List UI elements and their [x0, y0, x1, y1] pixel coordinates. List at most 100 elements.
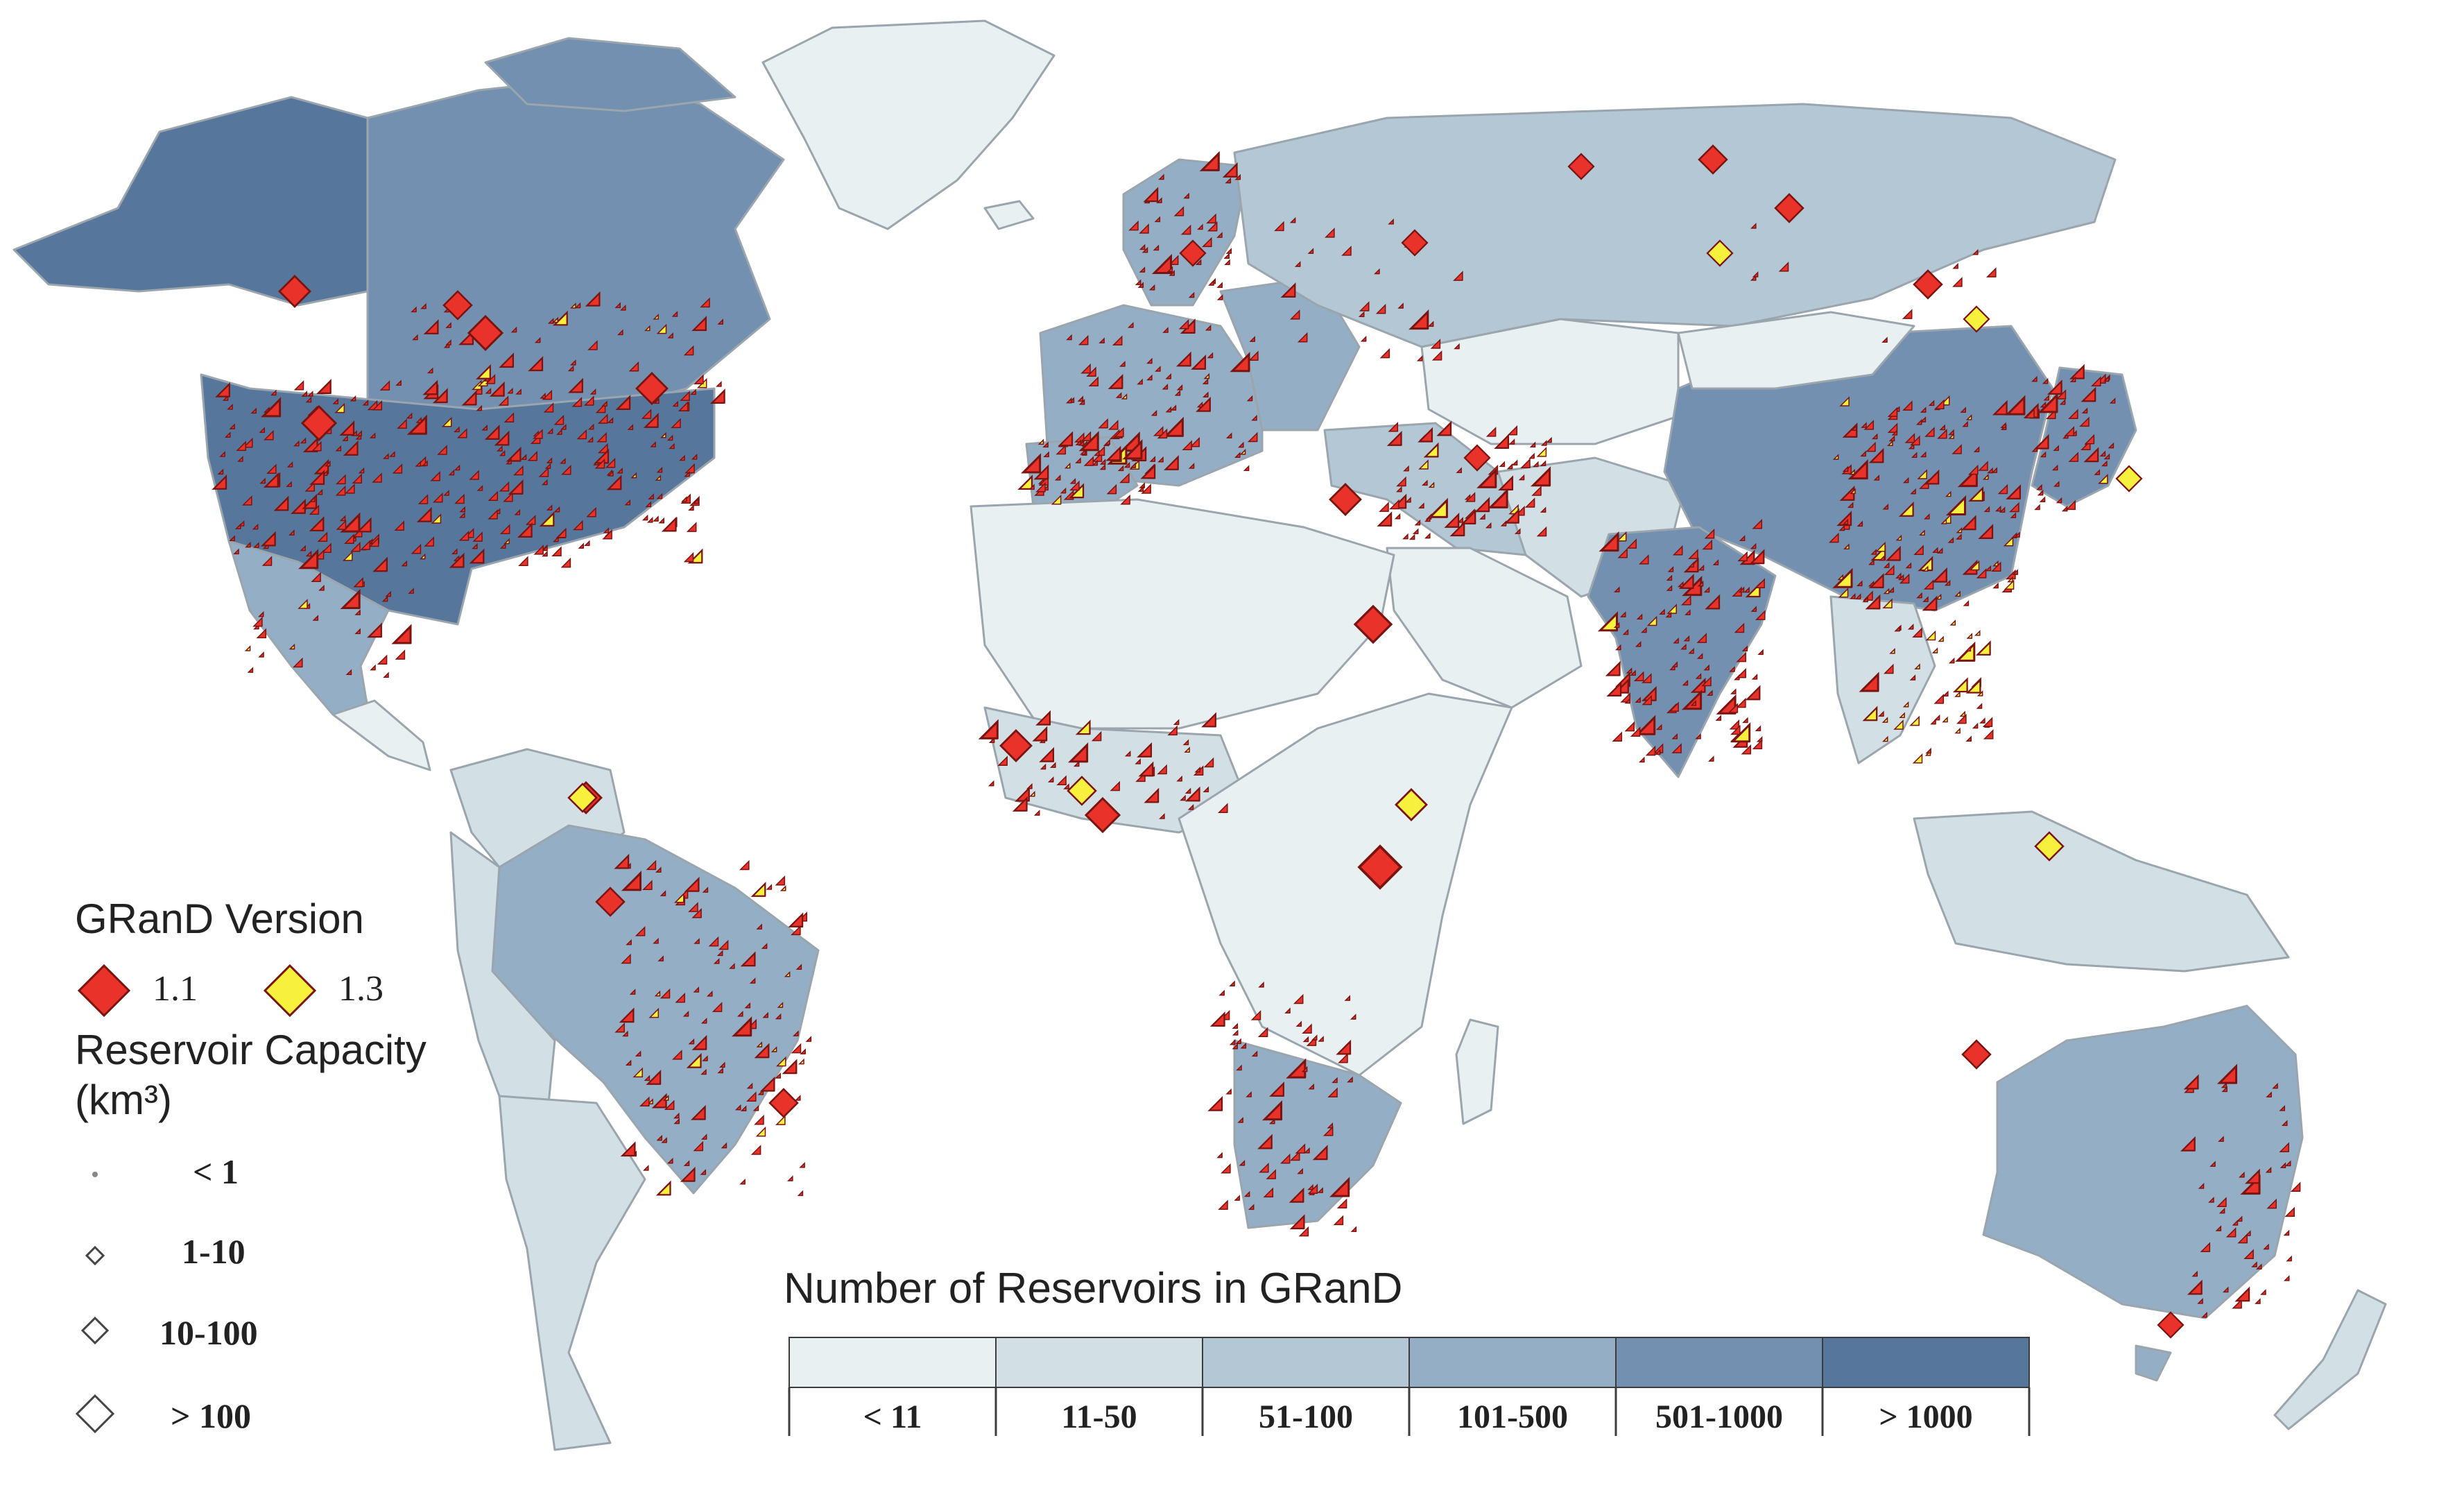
reservoir-marker-v1-1 — [1138, 761, 1154, 777]
reservoir-marker-v1-1 — [1685, 609, 1691, 615]
capacity-class-label: 1-10 — [182, 1232, 245, 1271]
reservoir-marker-v1-1 — [1430, 339, 1441, 349]
reservoir-marker-v1-1 — [332, 398, 339, 404]
reservoir-marker-v1-1 — [1137, 742, 1153, 758]
reservoir-marker-v1-1 — [1327, 1122, 1334, 1129]
reservoir-marker-v1-1 — [367, 622, 382, 638]
reservoir-marker-v1-1 — [312, 615, 319, 621]
reservoir-marker-v1-1 — [1236, 1064, 1242, 1071]
reservoir-marker-v1-1 — [1263, 1187, 1274, 1198]
reservoir-marker-v1-1 — [507, 387, 513, 394]
reservoir-marker-v1-1 — [1424, 515, 1431, 522]
reservoir-marker-v1-1 — [1389, 499, 1399, 510]
reservoir-marker-v1-1 — [1257, 1134, 1273, 1149]
reservoir-marker-v1-1 — [1344, 995, 1351, 1001]
reservoir-marker-v1-1 — [1359, 301, 1370, 311]
reservoir-marker-v1-1 — [335, 485, 346, 496]
reservoir-marker-v1-1 — [734, 1104, 741, 1111]
reservoir-marker-v1-1 — [1259, 1162, 1269, 1173]
region-indonesia — [1913, 810, 2290, 973]
reservoir-marker-v1-1 — [317, 531, 328, 542]
reservoir-marker-v1-1 — [1099, 459, 1106, 465]
reservoir-marker-v1-1 — [585, 291, 601, 307]
reservoir-marker-v1-1 — [1750, 606, 1757, 613]
reservoir-marker-v1-1 — [1937, 428, 1947, 439]
reservoir-marker-v1-1 — [650, 441, 656, 447]
reservoir-marker-v1-1 — [1738, 586, 1745, 593]
reservoir-marker-v1-1 — [1099, 463, 1106, 470]
reservoir-marker-v1-1 — [1396, 486, 1402, 493]
reservoir-marker-v1-1 — [1925, 747, 1931, 754]
reservoir-marker-v1-1 — [1403, 465, 1409, 472]
reservoir-marker-v1-3 — [1954, 691, 1961, 697]
reservoir-marker-v1-1 — [795, 964, 802, 970]
color-scale-class-label: 11-50 — [1061, 1398, 1137, 1435]
reservoir-marker-v1-1 — [601, 400, 608, 407]
reservoir-marker-v1-1 — [1912, 627, 1922, 638]
reservoir-marker-v1-1 — [1728, 703, 1739, 713]
reservoir-marker-v1-1 — [1863, 590, 1873, 601]
reservoir-marker-v1-1 — [1863, 420, 1875, 430]
reservoir-marker-v1-1 — [1479, 513, 1485, 520]
reservoir-marker-v1-1 — [1633, 671, 1644, 682]
reservoir-marker-v1-1 — [335, 445, 342, 452]
reservoir-marker-v1-1 — [988, 737, 995, 744]
reservoir-marker-v1-3 — [1912, 753, 1923, 764]
reservoir-marker-v1-1 — [1086, 366, 1096, 377]
reservoir-marker-v1-1 — [1119, 361, 1126, 367]
reservoir-marker-v1-1 — [1850, 425, 1857, 431]
reservoir-marker-v1-1 — [754, 1043, 770, 1059]
reservoir-marker-v1-3 — [662, 1095, 669, 1101]
reservoir-marker-v1-1 — [370, 664, 376, 671]
reservoir-marker-v1-1 — [746, 1091, 757, 1102]
reservoir-marker-v1-1 — [489, 381, 505, 397]
reservoir-marker-v1-3 — [1839, 396, 1850, 407]
reservoir-marker-v1-1 — [691, 454, 698, 460]
reservoir-marker-v1-3 — [503, 538, 510, 545]
reservoir-marker-v1-1 — [2033, 434, 2049, 450]
reservoir-marker-v1-1 — [1325, 228, 1335, 238]
reservoir-marker-v1-1 — [1350, 1226, 1357, 1233]
reservoir-marker-v1-1 — [2281, 1120, 2288, 1127]
reservoir-marker-v1-1 — [1990, 561, 2001, 572]
reservoir-marker-v1-1 — [1630, 669, 1636, 676]
reservoir-marker-v1-1 — [300, 545, 306, 551]
reservoir-marker-v1-1 — [1891, 429, 1898, 436]
reservoir-marker-v1-1 — [1967, 464, 1979, 475]
reservoir-marker-v1-1 — [1698, 144, 1728, 175]
reservoir-marker-v1-1 — [1258, 982, 1264, 988]
reservoir-marker-v1-1 — [1461, 509, 1476, 524]
reservoir-marker-v1-1 — [1056, 775, 1067, 786]
reservoir-marker-v1-1 — [716, 381, 722, 387]
reservoir-marker-v1-1 — [1702, 539, 1713, 550]
reservoir-marker-v1-1 — [680, 1166, 696, 1182]
reservoir-marker-v1-3 — [1427, 497, 1448, 518]
reservoir-marker-v1-1 — [2056, 389, 2067, 400]
reservoir-marker-v1-1 — [1485, 427, 1497, 437]
reservoir-marker-v1-1 — [2232, 1220, 2239, 1226]
reservoir-marker-v1-1 — [782, 1059, 798, 1075]
reservoir-marker-v1-1 — [2237, 1233, 2248, 1244]
reservoir-marker-v1-1 — [1216, 282, 1223, 289]
reservoir-marker-v1-1 — [1176, 384, 1183, 391]
reservoir-marker-v1-1 — [247, 667, 254, 673]
reservoir-marker-v1-1 — [1056, 444, 1067, 455]
reservoir-marker-v1-3 — [1945, 495, 1967, 516]
reservoir-marker-v1-1 — [1162, 384, 1169, 390]
color-scale-class-label: 51-100 — [1259, 1398, 1353, 1435]
reservoir-marker-v1-1 — [1887, 407, 1898, 418]
reservoir-marker-v1-1 — [1167, 725, 1178, 736]
reservoir-marker-v1-3 — [1017, 474, 1033, 490]
reservoir-marker-v1-3 — [1881, 717, 1888, 723]
reservoir-marker-v1-1 — [1157, 764, 1167, 775]
reservoir-marker-v1-1 — [1108, 373, 1123, 389]
reservoir-marker-v1-1 — [259, 427, 266, 434]
reservoir-marker-v1-1 — [350, 541, 361, 552]
reservoir-marker-v1-1 — [227, 404, 233, 410]
reservoir-marker-v1-1 — [683, 1160, 690, 1167]
reservoir-marker-v1-1 — [1180, 224, 1191, 235]
reservoir-marker-v1-1 — [1205, 325, 1212, 331]
reservoir-marker-v1-1 — [1696, 633, 1707, 643]
reservoir-marker-v1-1 — [1189, 436, 1200, 447]
reservoir-marker-v1-1 — [293, 440, 300, 447]
